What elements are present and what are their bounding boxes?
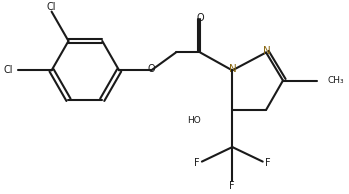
Text: HO: HO <box>187 116 201 125</box>
Text: Cl: Cl <box>3 65 13 75</box>
Text: F: F <box>194 158 200 168</box>
Text: F: F <box>230 181 235 191</box>
Text: CH₃: CH₃ <box>328 76 344 85</box>
Text: Cl: Cl <box>47 2 56 11</box>
Text: O: O <box>148 64 155 74</box>
Text: F: F <box>265 158 270 168</box>
Text: N: N <box>229 64 237 74</box>
Text: O: O <box>196 13 204 23</box>
Text: N: N <box>262 47 270 56</box>
